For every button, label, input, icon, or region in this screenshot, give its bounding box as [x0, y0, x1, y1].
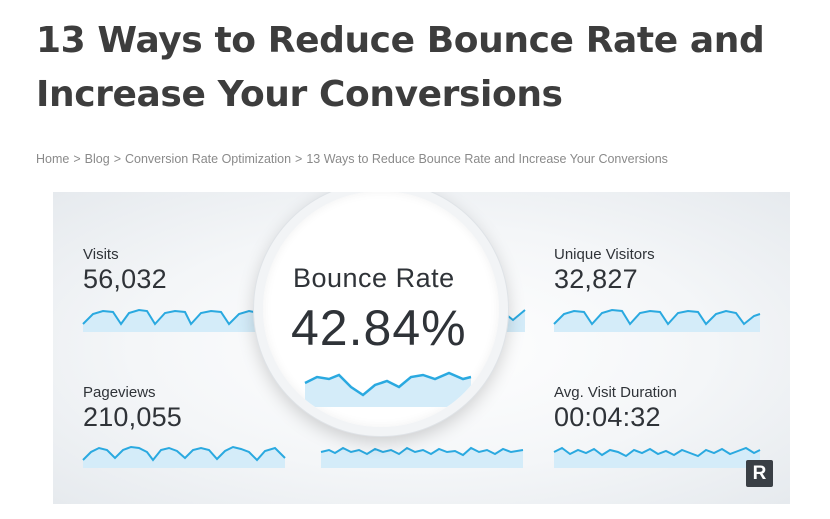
avg-visit-duration-sparkline — [553, 446, 761, 468]
article-title: 13 Ways to Reduce Bounce Rate and Increa… — [36, 20, 765, 115]
metric-avg-visit-duration-value: 00:04:32 — [554, 402, 661, 432]
metric-pageviews-value: 210,055 — [83, 402, 182, 432]
bounce-rate-sparkline — [304, 371, 472, 407]
pageviews-sparkline — [82, 445, 286, 468]
breadcrumb: Home > Blog > Conversion Rate Optimization >1… — [36, 152, 668, 166]
breadcrumb-separator: > — [295, 152, 303, 166]
middle-sparkline — [320, 446, 524, 468]
breadcrumb-home-link[interactable]: Home — [36, 152, 70, 166]
breadcrumb-separator: > — [73, 152, 81, 166]
breadcrumb-current: 13 Ways to Reduce Bounce Rate and Increa… — [306, 152, 668, 166]
metric-avg-visit-duration-label: Avg. Visit Duration — [554, 384, 677, 401]
metric-pageviews: Pageviews 210,055 — [83, 384, 182, 433]
visits-sparkline — [82, 308, 270, 332]
breadcrumb-category-link[interactable]: Conversion Rate Optimization — [125, 152, 292, 166]
breadcrumb-separator: > — [113, 152, 121, 166]
metric-unique-visitors-label: Unique Visitors — [554, 246, 655, 263]
magnifier-lens: Bounce Rate 42.84% — [254, 192, 508, 436]
breadcrumb-blog-link[interactable]: Blog — [84, 152, 110, 166]
bounce-rate-value: 42.84% — [291, 300, 467, 356]
metric-unique-visitors-value: 32,827 — [554, 264, 638, 294]
hero-image: Visits 56,032 Pageviews 210,055 Unique V… — [53, 192, 790, 504]
metric-avg-visit-duration: Avg. Visit Duration 00:04:32 — [554, 384, 677, 433]
metric-visits-value: 56,032 — [83, 264, 167, 294]
metric-pageviews-label: Pageviews — [83, 384, 156, 401]
metric-visits-label: Visits — [83, 246, 119, 263]
metric-unique-visitors: Unique Visitors 32,827 — [554, 246, 655, 295]
unique-visitors-sparkline — [553, 308, 761, 332]
metric-visits: Visits 56,032 — [83, 246, 167, 295]
bounce-rate-label: Bounce Rate — [293, 263, 455, 293]
brand-logo-badge: R — [746, 460, 773, 487]
